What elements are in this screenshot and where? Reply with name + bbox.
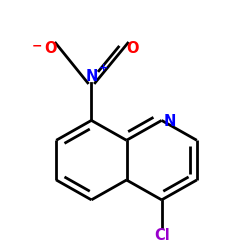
Text: N: N [85, 68, 98, 84]
Text: +: + [98, 62, 108, 72]
Text: N: N [164, 114, 176, 130]
Text: O: O [44, 41, 56, 56]
Text: Cl: Cl [154, 228, 170, 242]
Text: −: − [32, 39, 42, 52]
Text: O: O [126, 41, 139, 56]
